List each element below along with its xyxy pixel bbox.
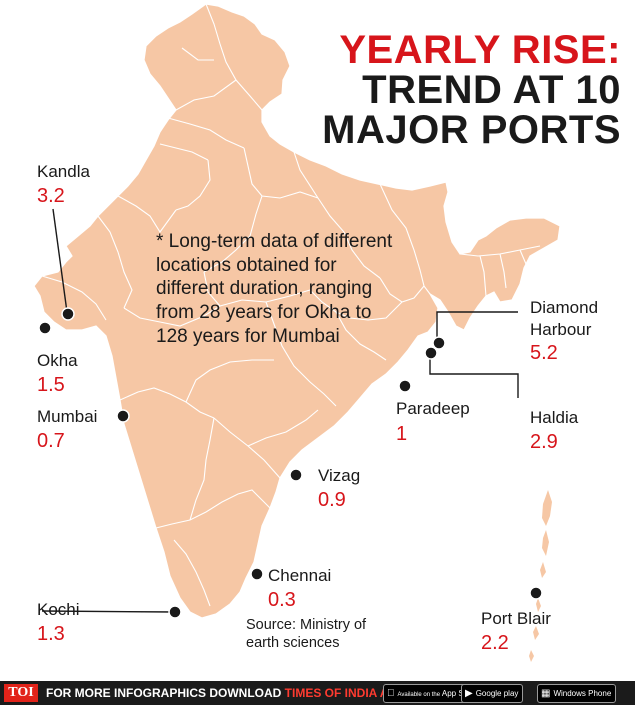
port-name-haldia: Haldia — [530, 408, 579, 427]
windows-icon: ▦ — [541, 688, 551, 699]
port-marker-icon — [398, 379, 412, 393]
leader-lines — [41, 208, 519, 613]
footer-promo-prefix: FOR MORE INFOGRAPHICS DOWNLOAD — [46, 686, 285, 700]
port-marker-icon — [116, 409, 130, 423]
port-value-haldia: 2.9 — [530, 431, 558, 453]
port-marker-icon — [61, 307, 75, 321]
chart-title: YEARLY RISE: TREND AT 10 MAJOR PORTS — [322, 30, 621, 150]
state-borders — [41, 117, 431, 607]
port-marker-icon — [289, 468, 303, 482]
port-value-diamond-harbour: 5.2 — [530, 342, 558, 364]
port-name-diamond-harbour: Diamond Harbour — [530, 298, 599, 339]
port-name-mumbai: Mumbai — [37, 407, 98, 426]
port-marker-icon — [168, 605, 182, 619]
port-marker-icon — [38, 321, 52, 335]
port-value-paradeep: 1 — [396, 423, 408, 445]
india-mainland — [33, 3, 561, 619]
windows-phone-badge-label: Windows Phone — [553, 689, 612, 698]
port-name-okha: Okha — [37, 351, 78, 370]
footer-promo-text: FOR MORE INFOGRAPHICS DOWNLOAD TIMES OF … — [46, 686, 404, 700]
port-value-kochi: 1.3 — [37, 623, 65, 645]
northeast-borders — [459, 245, 541, 297]
haldia-leader-line — [429, 352, 519, 398]
kochi-leader-line — [41, 610, 176, 613]
source-note: Source: Ministry of earth sciences — [246, 617, 367, 651]
port-value-kandla: 3.2 — [37, 185, 65, 207]
title-line-2: TREND AT 10 — [362, 68, 621, 112]
title-line-1: YEARLY RISE: — [339, 28, 621, 72]
diamond-harbour-leader-line — [436, 311, 518, 342]
google-play-icon: ▶ — [465, 688, 473, 699]
title-line-3: MAJOR PORTS — [322, 108, 621, 152]
port-name-chennai: Chennai — [268, 566, 332, 585]
app-store-badge-label: App Store — [434, 689, 478, 698]
port-value-mumbai: 0.7 — [37, 430, 65, 452]
toi-logo[interactable]: TOI — [4, 684, 38, 702]
port-marker-icon — [432, 336, 446, 350]
port-value-okha: 1.5 — [37, 374, 65, 396]
app-store-badge[interactable]: Available on the App Store — [383, 684, 483, 703]
port-name-kochi: Kochi — [37, 600, 80, 619]
port-marker-icon — [529, 586, 543, 600]
port-value-chennai: 0.3 — [268, 589, 296, 611]
footer-bar: TOI FOR MORE INFOGRAPHICS DOWNLOAD TIMES… — [0, 681, 635, 705]
port-name-paradeep: Paradeep — [396, 399, 470, 418]
port-name-kandla: Kandla — [37, 162, 90, 181]
port-marker-icon — [424, 346, 438, 360]
port-marker-icon — [250, 567, 264, 581]
port-name-port-blair: Port Blair — [481, 609, 551, 628]
google-play-badge[interactable]: ▶ Google play — [461, 684, 524, 703]
port-value-port-blair: 2.2 — [481, 632, 509, 654]
port-value-vizag: 0.9 — [318, 489, 346, 511]
app-store-badge-small: Available on the — [390, 692, 441, 698]
windows-phone-badge[interactable]: ▦ Windows Phone — [537, 684, 617, 703]
kandla-leader-line — [52, 208, 68, 313]
port-markers — [38, 307, 543, 619]
port-name-vizag: Vizag — [318, 466, 361, 485]
footer-promo-app[interactable]: TIMES OF INDIA APP — [284, 686, 405, 700]
north-region-borders — [175, 3, 263, 111]
data-footnote: * Long-term data of different locations … — [156, 231, 393, 347]
andaman-nicobar-islands — [529, 490, 552, 662]
apple-icon:  — [387, 685, 395, 702]
google-play-badge-label: Google play — [475, 689, 519, 698]
